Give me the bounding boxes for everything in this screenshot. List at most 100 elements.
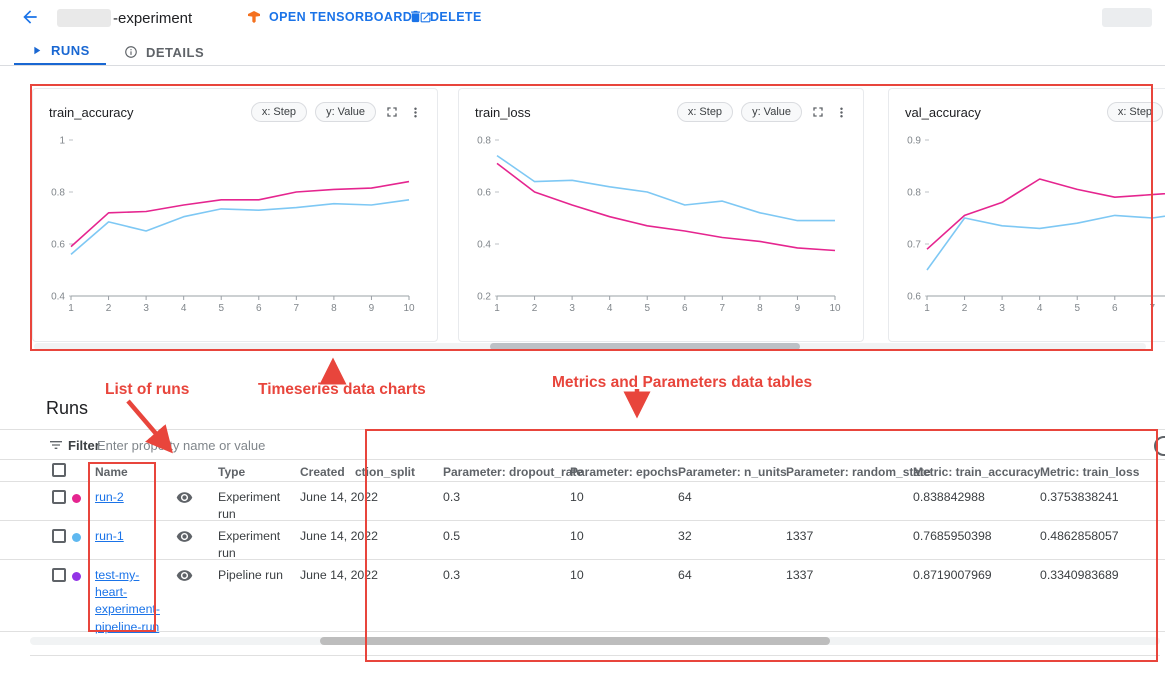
tab-runs-label: RUNS: [51, 43, 90, 58]
row-checkbox[interactable]: [52, 490, 66, 504]
column-header-name[interactable]: Name: [95, 465, 128, 479]
svg-text:4: 4: [1037, 303, 1043, 314]
fullscreen-icon[interactable]: [384, 104, 400, 120]
open-tensorboard-label: OPEN TENSORBOARD: [269, 10, 413, 24]
chart-plot-val-accuracy[interactable]: 0.60.70.80.912345678910: [897, 132, 1165, 325]
tab-details-label: DETAILS: [146, 44, 205, 60]
chart-plot-train-accuracy[interactable]: 0.4 0.6 0.8 1 1 2 3 4 5 6 7 8 9 10: [41, 132, 437, 325]
visibility-eye-icon[interactable]: [176, 528, 193, 550]
open-tensorboard-button[interactable]: OPEN TENSORBOARD: [246, 9, 432, 25]
column-header-train-accuracy[interactable]: Metric: train_accuracy: [913, 465, 1041, 479]
chart-title: train_loss: [475, 104, 531, 120]
param-epochs: 10: [570, 529, 584, 543]
column-header-type[interactable]: Type: [218, 465, 246, 479]
param-n-units: 64: [678, 568, 692, 582]
svg-text:0.4: 0.4: [51, 292, 65, 303]
table-row: run-2 Experiment run June 14, 2022 0.3 1…: [0, 482, 1165, 521]
column-header-ction-split[interactable]: ction_split: [355, 465, 416, 479]
trash-icon: [411, 10, 420, 23]
param-dropout-rate: 0.3: [443, 490, 461, 504]
row-checkbox[interactable]: [52, 568, 66, 582]
tab-details[interactable]: DETAILS: [112, 38, 216, 66]
open-in-new-icon: [420, 12, 431, 22]
svg-text:0.8: 0.8: [907, 188, 921, 199]
svg-text:5: 5: [1074, 303, 1080, 314]
info-icon: [125, 46, 137, 58]
column-header-dropout-rate[interactable]: Parameter: dropout_rate: [443, 465, 584, 479]
table-scrollbar-thumb[interactable]: [320, 637, 830, 645]
kebab-menu-icon[interactable]: [834, 105, 849, 120]
run-color-dot: [72, 494, 81, 503]
svg-text:0.2: 0.2: [477, 292, 491, 303]
delete-button[interactable]: DELETE: [408, 9, 482, 24]
svg-text:1: 1: [494, 303, 500, 314]
param-random-state: 1337: [786, 529, 814, 543]
column-header-created[interactable]: Created: [300, 465, 345, 479]
svg-text:3: 3: [143, 303, 149, 314]
svg-text:8: 8: [757, 303, 763, 314]
run-created: June 14, 2022: [300, 529, 378, 543]
x-axis-chip[interactable]: x: Step: [1106, 102, 1164, 122]
svg-text:0.6: 0.6: [907, 292, 921, 303]
svg-text:0.6: 0.6: [51, 240, 65, 251]
svg-text:8: 8: [331, 303, 337, 314]
filter-label[interactable]: Filter: [68, 438, 100, 453]
svg-text:6: 6: [256, 303, 262, 314]
row-checkbox[interactable]: [52, 529, 66, 543]
filter-toolbar: Filter: [0, 429, 1165, 460]
chart-plot-train-loss[interactable]: 0.2 0.4 0.6 0.8 1 2 3 4 5 6 7 8 9 10: [467, 132, 863, 325]
charts-scrollbar-track[interactable]: [34, 343, 1146, 350]
delete-label: DELETE: [430, 9, 482, 24]
charts-scrollbar-thumb[interactable]: [490, 343, 800, 350]
back-arrow-icon: [23, 10, 37, 24]
runs-heading: Runs: [46, 398, 89, 418]
param-dropout-rate: 0.3: [443, 568, 461, 582]
svg-text:3: 3: [999, 303, 1005, 314]
run-name-link[interactable]: run-1: [95, 529, 124, 543]
back-button[interactable]: [20, 7, 40, 27]
y-axis-chip[interactable]: y: Value: [741, 102, 802, 122]
tab-runs[interactable]: RUNS: [14, 38, 106, 66]
run-type: Experiment run: [218, 529, 281, 561]
kebab-menu-icon[interactable]: [408, 105, 423, 120]
y-axis-chip[interactable]: y: Value: [315, 102, 376, 122]
column-settings-icon[interactable]: [1154, 436, 1165, 456]
play-icon: [34, 46, 41, 55]
param-dropout-rate: 0.5: [443, 529, 461, 543]
run-name-link[interactable]: run-2: [95, 490, 124, 504]
tabbar-divider: [0, 65, 1165, 66]
svg-text:0.8: 0.8: [51, 188, 65, 199]
metric-train-loss: 0.3753838241: [1040, 490, 1119, 504]
svg-text:2: 2: [962, 303, 968, 314]
chart-card-val-accuracy: val_accuracy x: Step y: Value 0.60.70.80…: [888, 88, 1165, 342]
column-header-random-state[interactable]: Parameter: random_state: [786, 465, 931, 479]
svg-text:0.7: 0.7: [907, 240, 921, 251]
param-epochs: 10: [570, 490, 584, 504]
svg-text:6: 6: [682, 303, 688, 314]
visibility-eye-icon[interactable]: [176, 489, 193, 511]
filter-icon[interactable]: [48, 437, 64, 453]
filter-input[interactable]: [97, 434, 517, 456]
table-scrollbar-track[interactable]: [30, 637, 1160, 645]
svg-text:7: 7: [294, 303, 300, 314]
x-axis-chip[interactable]: x: Step: [676, 102, 734, 122]
metric-train-loss: 0.3340983689: [1040, 568, 1119, 582]
tensorboard-icon: [248, 11, 260, 23]
column-header-epochs[interactable]: Parameter: epochs: [570, 465, 679, 479]
column-header-train-loss[interactable]: Metric: train_loss: [1040, 465, 1140, 479]
svg-text:3: 3: [569, 303, 575, 314]
svg-text:10: 10: [403, 303, 415, 314]
svg-text:7: 7: [720, 303, 726, 314]
visibility-eye-icon[interactable]: [176, 567, 193, 589]
svg-text:0.4: 0.4: [477, 240, 491, 251]
run-name-link[interactable]: test-my-heart-experiment-pipeline-run: [95, 568, 160, 634]
fullscreen-icon[interactable]: [810, 104, 826, 120]
x-axis-chip[interactable]: x: Step: [250, 102, 308, 122]
select-all-checkbox[interactable]: [52, 463, 66, 477]
column-header-n-units[interactable]: Parameter: n_units: [678, 465, 787, 479]
svg-text:1: 1: [924, 303, 930, 314]
run-type: Experiment run: [218, 490, 281, 522]
blurred-experiment-name: [57, 9, 111, 27]
run-color-dot: [72, 572, 81, 581]
svg-text:9: 9: [795, 303, 801, 314]
